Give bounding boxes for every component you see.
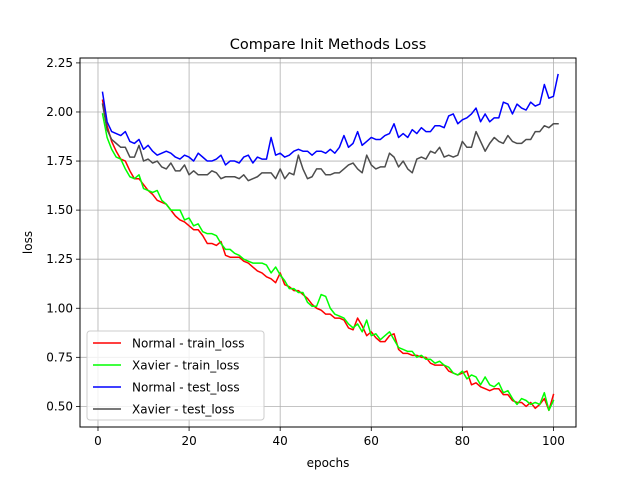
x-axis-label: epochs [307, 456, 350, 470]
series-line-0 [101, 99, 555, 412]
y-tick-label: 1.00 [46, 301, 73, 315]
x-tick-label: 80 [455, 434, 470, 448]
y-axis-label: loss [21, 231, 35, 254]
legend-box [86, 330, 265, 421]
x-tick-label: 60 [364, 434, 379, 448]
legend: Normal - train_loss Xavier - train_loss No… [86, 330, 265, 421]
series-line-1 [101, 113, 555, 412]
legend-label-0: Normal - train_loss [132, 337, 245, 351]
axis-ticks: 0 20 40 60 80 100 0.50 0.75 1.00 1.25 1.50 1.75 2.00… [46, 56, 565, 448]
y-tick-label: 1.75 [46, 154, 73, 168]
legend-label-1: Xavier - train_loss [132, 359, 239, 373]
x-tick-label: 100 [542, 434, 565, 448]
y-tick-label: 1.25 [46, 252, 73, 266]
y-tick-label: 0.75 [46, 350, 73, 364]
x-tick-label: 40 [273, 434, 288, 448]
legend-label-2: Normal - test_loss [132, 381, 240, 395]
y-tick-label: 2.00 [46, 105, 73, 119]
series-line-2 [101, 73, 559, 166]
x-tick-label: 0 [94, 434, 102, 448]
x-tick-label: 20 [181, 434, 196, 448]
plot-frame [79, 57, 577, 428]
series-lines [101, 73, 559, 412]
legend-label-3: Xavier - test_loss [132, 403, 235, 417]
chart-title: Compare Init Methods Loss [230, 37, 427, 53]
grid [80, 58, 576, 427]
series-line-3 [101, 103, 559, 182]
y-tick-label: 0.50 [46, 399, 73, 413]
y-tick-label: 1.50 [46, 203, 73, 217]
y-tick-label: 2.25 [46, 56, 73, 70]
